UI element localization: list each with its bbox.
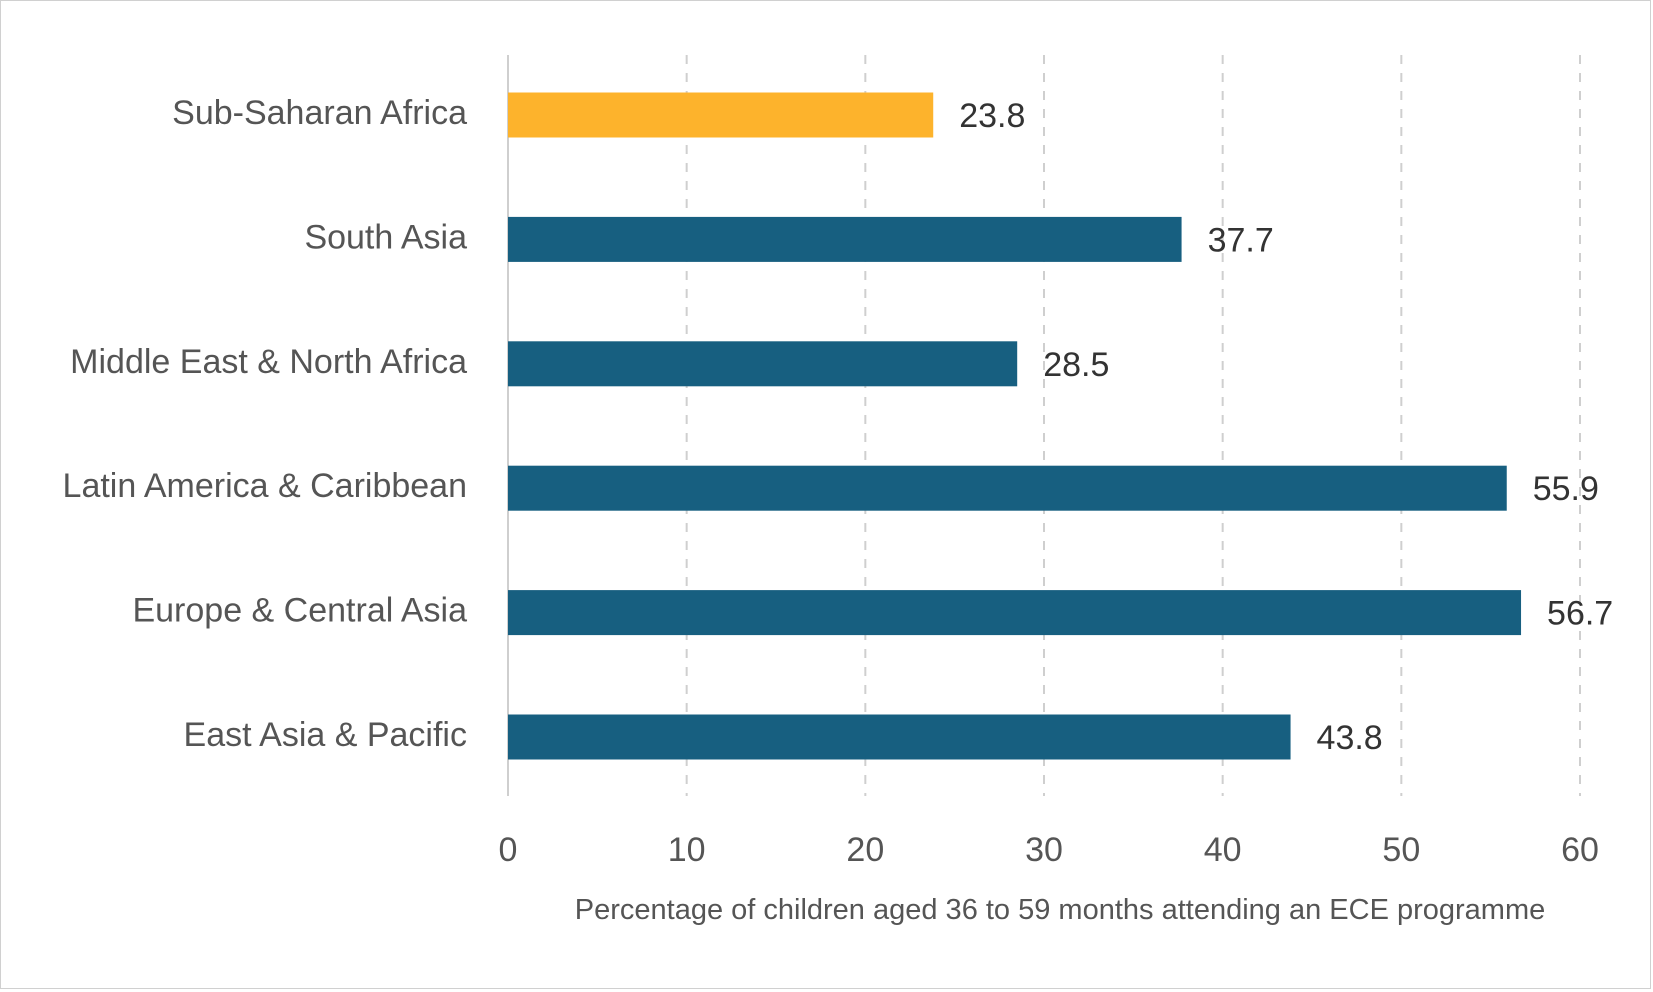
x-tick-label-20: 20 [846, 831, 884, 869]
category-label-3: Latin America & Caribbean [63, 467, 467, 505]
category-label-5: East Asia & Pacific [184, 716, 467, 754]
bars [508, 92, 1522, 760]
gridlines [685, 55, 1581, 796]
x-tick-label-40: 40 [1204, 831, 1242, 869]
data-label-0: 23.8 [959, 97, 1025, 135]
bar-4 [508, 590, 1522, 636]
category-label-1: South Asia [304, 218, 467, 256]
category-labels: Sub-Saharan Africa South Asia Middle East … [63, 94, 468, 754]
bar-3 [508, 465, 1507, 511]
x-tick-label-50: 50 [1382, 831, 1420, 869]
x-tick-label-30: 30 [1025, 831, 1063, 869]
x-axis-tick-labels: 0 10 20 30 40 50 60 [499, 831, 1599, 869]
data-label-3: 55.9 [1533, 470, 1599, 508]
data-label-5: 43.8 [1317, 719, 1383, 757]
data-label-1: 37.7 [1208, 221, 1274, 259]
bar-1 [508, 216, 1182, 262]
data-labels: 23.8 37.7 28.5 55.9 56.7 43.8 [959, 97, 1613, 757]
data-label-4: 56.7 [1547, 595, 1613, 633]
category-label-2: Middle East & North Africa [70, 343, 467, 381]
bar-2 [508, 341, 1018, 387]
x-tick-label-10: 10 [668, 831, 706, 869]
category-label-4: Europe & Central Asia [132, 592, 467, 630]
bar-5 [508, 714, 1291, 760]
x-axis-title: Percentage of children aged 36 to 59 mon… [575, 894, 1546, 926]
category-label-0: Sub-Saharan Africa [172, 94, 467, 132]
x-tick-label-0: 0 [499, 831, 518, 869]
x-tick-label-60: 60 [1561, 831, 1599, 869]
data-label-2: 28.5 [1043, 346, 1109, 384]
bar-0 [508, 92, 934, 138]
